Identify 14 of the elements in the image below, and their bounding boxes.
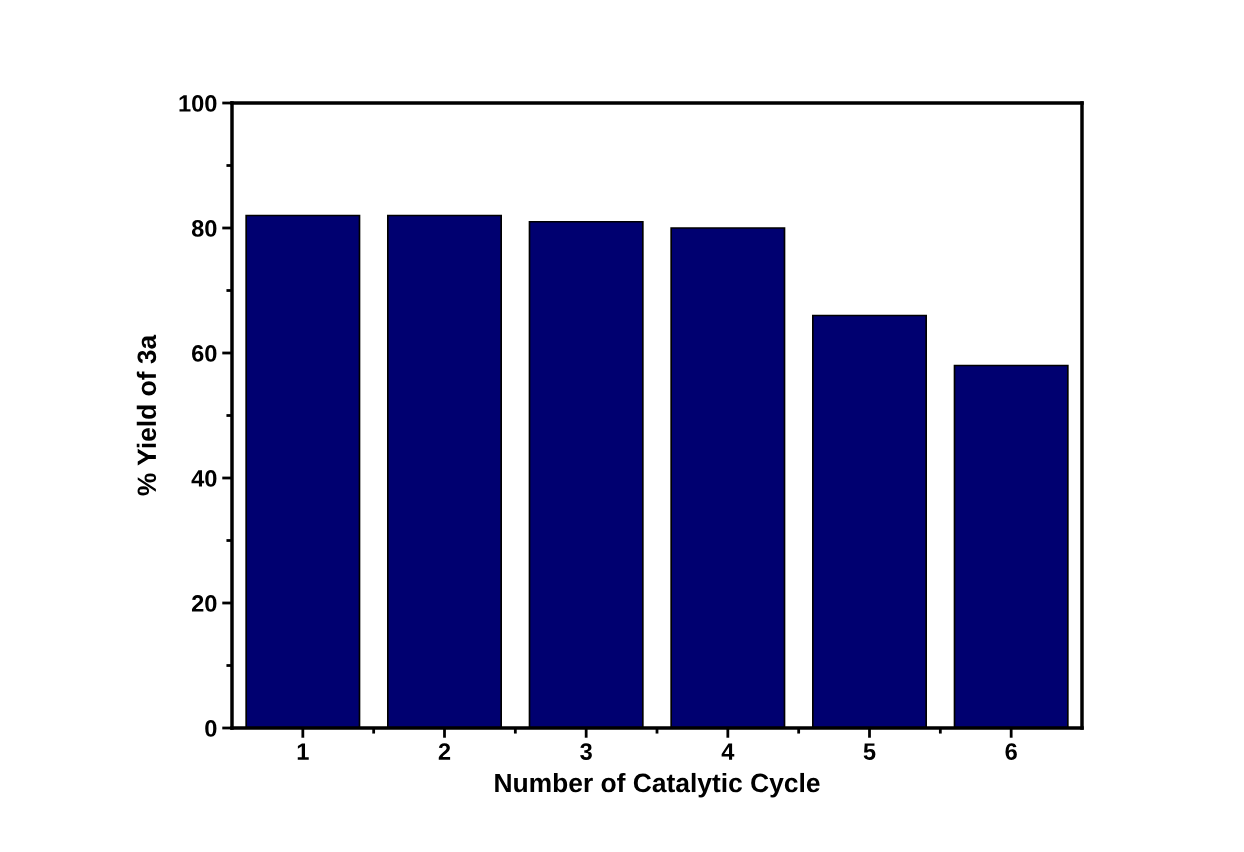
y-tick-label: 60 — [192, 345, 217, 362]
x-axis-title: Number of Catalytic Cycle — [495, 772, 820, 798]
y-tick-label: 40 — [191, 470, 217, 487]
x-tick-label: 1 — [297, 743, 309, 760]
y-tick-label: 80 — [191, 220, 217, 237]
y-tick-label: 100 — [179, 95, 217, 112]
x-tick-label: 4 — [721, 743, 735, 760]
y-axis-title: % Yield of 3a — [136, 334, 157, 496]
y-tick-label: 20 — [191, 595, 217, 612]
y-tick-label: 0 — [205, 720, 217, 737]
x-tick-label: 2 — [438, 743, 451, 760]
x-tick-label: 6 — [1005, 743, 1017, 760]
x-tick-label: 3 — [580, 743, 592, 760]
x-tick-label: 5 — [863, 743, 876, 760]
